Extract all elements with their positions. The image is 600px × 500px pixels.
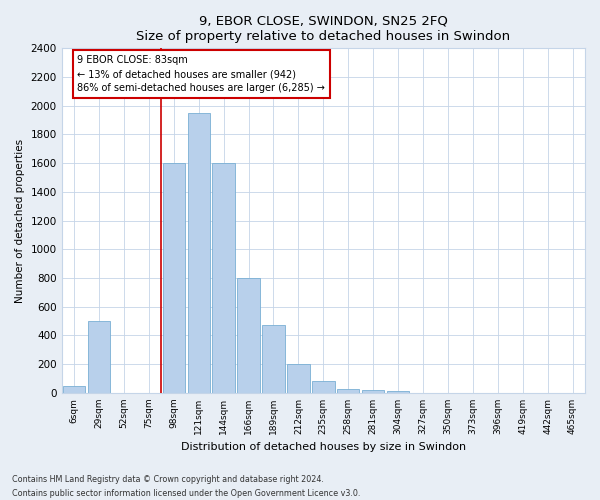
Bar	[262, 324, 285, 393]
Bar	[387, 392, 409, 393]
Y-axis label: Number of detached properties: Number of detached properties	[15, 138, 25, 302]
Bar	[362, 390, 385, 393]
Bar	[312, 380, 335, 393]
Title: 9, EBOR CLOSE, SWINDON, SN25 2FQ
Size of property relative to detached houses in: 9, EBOR CLOSE, SWINDON, SN25 2FQ Size of…	[136, 15, 511, 43]
Bar	[88, 321, 110, 393]
Bar	[163, 163, 185, 393]
Bar	[212, 163, 235, 393]
Text: 9 EBOR CLOSE: 83sqm
← 13% of detached houses are smaller (942)
86% of semi-detac: 9 EBOR CLOSE: 83sqm ← 13% of detached ho…	[77, 55, 325, 93]
X-axis label: Distribution of detached houses by size in Swindon: Distribution of detached houses by size …	[181, 442, 466, 452]
Bar	[337, 388, 359, 393]
Bar	[287, 364, 310, 393]
Bar	[188, 113, 210, 393]
Bar	[63, 386, 85, 393]
Bar	[238, 278, 260, 393]
Text: Contains HM Land Registry data © Crown copyright and database right 2024.
Contai: Contains HM Land Registry data © Crown c…	[12, 476, 361, 498]
